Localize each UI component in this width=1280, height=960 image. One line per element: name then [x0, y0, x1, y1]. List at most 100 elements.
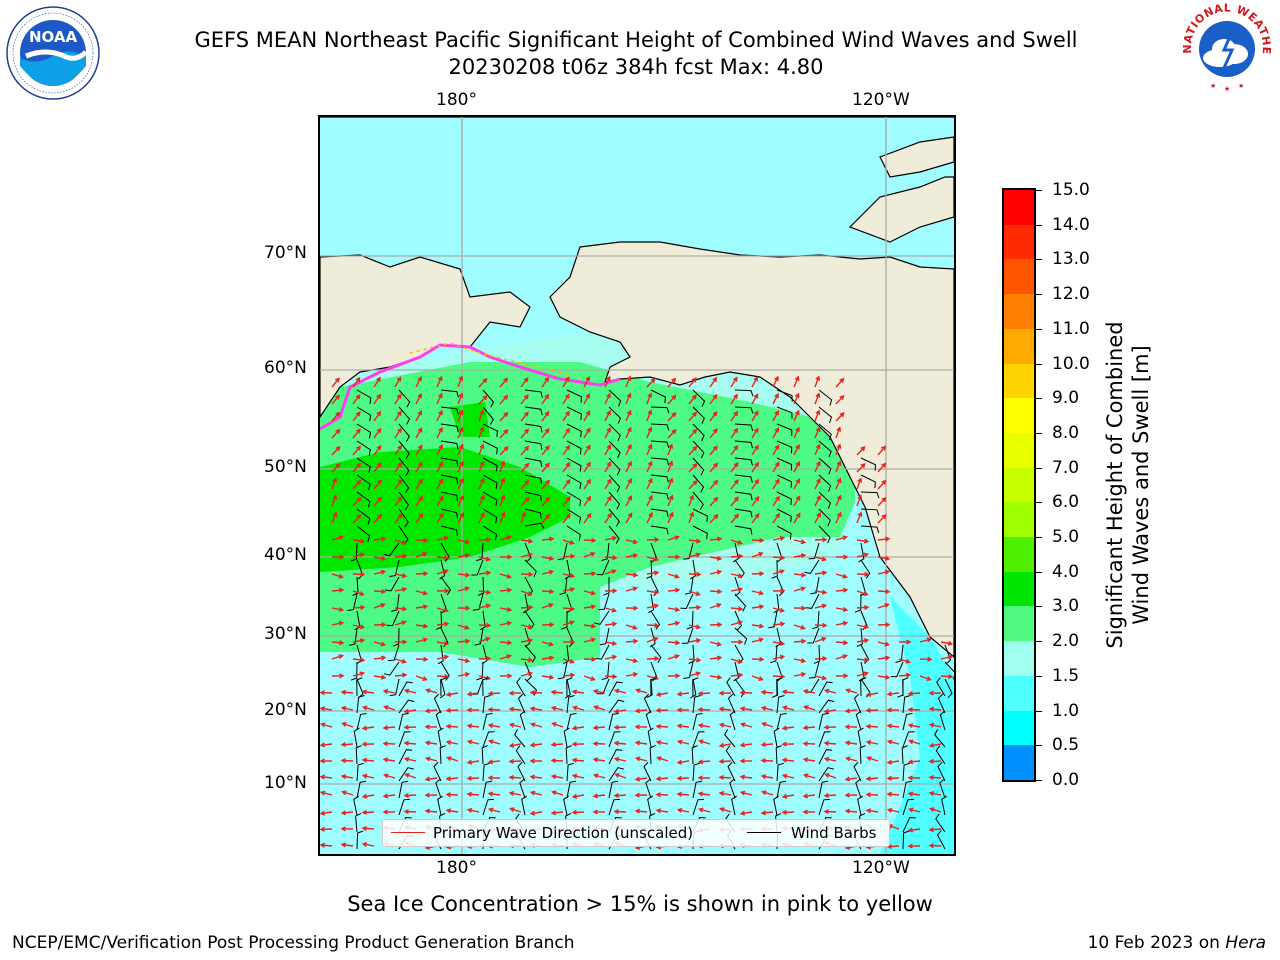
wave-direction-arrow — [751, 428, 759, 439]
wave-direction-arrow — [772, 655, 784, 660]
wave-arrow-head — [466, 739, 473, 745]
wave-direction-arrow — [930, 743, 942, 747]
wind-barb — [902, 762, 910, 782]
wind-barb — [608, 681, 623, 697]
wave-arrow-head — [634, 776, 641, 782]
wave-arrow-head — [613, 688, 620, 694]
wave-direction-arrow — [499, 478, 505, 490]
wave-arrow-head — [401, 658, 407, 664]
wave-arrow-head — [733, 462, 739, 468]
wave-arrow-head — [802, 757, 809, 763]
wave-direction-arrow — [793, 587, 805, 592]
wave-arrow-head — [633, 638, 639, 644]
wave-arrow-head — [359, 638, 366, 644]
wave-direction-arrow — [373, 641, 385, 646]
wave-direction-arrow — [888, 725, 900, 728]
wave-arrow-head — [527, 538, 534, 544]
wind-barb — [356, 713, 367, 731]
wave-direction-arrow — [583, 513, 592, 524]
wave-direction-arrow — [835, 536, 847, 541]
wave-direction-arrow — [782, 811, 795, 814]
wave-arrow-head — [548, 655, 555, 661]
wave-direction-arrow — [625, 624, 637, 630]
wave-direction-arrow — [583, 428, 591, 439]
wave-arrow-head — [611, 621, 618, 627]
wave-arrow-head — [907, 827, 914, 833]
wave-direction-arrow — [352, 394, 361, 405]
wave-arrow-head — [529, 758, 535, 764]
wave-direction-arrow — [772, 556, 785, 559]
wave-arrow-head — [774, 410, 779, 416]
wind-barb — [936, 677, 946, 697]
wave-direction-arrow — [331, 512, 337, 524]
wave-direction-arrow — [720, 792, 732, 796]
wave-arrow-head — [401, 587, 408, 593]
wave-direction-arrow — [604, 410, 611, 422]
wind-barb — [440, 406, 459, 415]
wave-arrow-head — [884, 674, 891, 680]
wave-direction-arrow — [520, 377, 529, 388]
wind-barb — [482, 780, 493, 799]
wave-direction-arrow — [751, 675, 763, 681]
wave-arrow-head — [320, 790, 326, 796]
wave-arrow-head — [627, 460, 632, 467]
wave-arrow-head — [361, 809, 367, 815]
wind-barb — [566, 440, 582, 455]
wave-arrow-head — [712, 411, 718, 417]
wave-direction-arrow — [709, 394, 718, 405]
wave-direction-arrow — [562, 496, 571, 507]
wave-arrow-head — [761, 722, 767, 727]
wind-barb — [566, 780, 577, 799]
wind-barb — [859, 745, 866, 765]
wave-arrow-head — [466, 775, 472, 781]
wave-direction-arrow — [846, 810, 858, 813]
wave-arrow-head — [760, 774, 767, 780]
colorbar-tick — [1034, 606, 1042, 608]
wind-barb — [608, 731, 621, 748]
wave-arrow-head — [548, 603, 554, 608]
wave-direction-arrow — [720, 708, 732, 711]
wave-arrow-head — [335, 394, 341, 400]
wave-direction-arrow — [520, 590, 532, 596]
wave-arrow-head — [865, 776, 871, 782]
colorbar-segment — [1004, 467, 1034, 503]
wave-direction-arrow — [646, 556, 658, 561]
wave-direction-arrow — [520, 497, 530, 507]
wave-arrow-head — [712, 428, 718, 434]
wave-arrow-head — [396, 376, 402, 382]
wave-arrow-head — [359, 591, 365, 596]
wind-barb — [692, 780, 703, 799]
wave-arrow-head — [794, 375, 800, 381]
wave-arrow-head — [779, 607, 786, 613]
wave-arrow-head — [614, 773, 620, 778]
wave-arrow-head — [586, 512, 592, 519]
wind-barb — [565, 678, 571, 699]
wave-arrow-head — [485, 603, 492, 609]
wave-arrow-head — [359, 671, 366, 677]
wave-arrow-head — [438, 426, 443, 433]
wind-barb — [776, 677, 783, 697]
wave-arrow-head — [458, 392, 464, 398]
wave-direction-arrow — [415, 428, 423, 439]
wave-arrow-head — [605, 375, 611, 382]
wave-direction-arrow — [930, 708, 942, 711]
wave-direction-arrow — [772, 376, 779, 388]
wave-direction-arrow — [741, 743, 753, 746]
wind-barb — [650, 389, 666, 404]
wave-arrow-head — [524, 445, 530, 451]
wave-direction-arrow — [415, 376, 422, 388]
wave-direction-arrow — [709, 480, 718, 490]
wind-barb — [482, 677, 489, 697]
wave-arrow-head — [929, 807, 935, 812]
wind-barb — [524, 522, 545, 529]
wave-direction-arrow — [762, 722, 774, 728]
wave-direction-arrow — [468, 725, 480, 728]
wind-barb — [608, 767, 624, 782]
wave-direction-arrow — [478, 495, 485, 507]
wave-arrow-head — [612, 674, 618, 680]
wave-arrow-head — [569, 672, 576, 678]
wave-arrow-head — [565, 410, 570, 416]
wave-direction-arrow — [478, 590, 491, 594]
wave-arrow-head — [718, 774, 724, 780]
wave-direction-arrow — [625, 496, 632, 507]
